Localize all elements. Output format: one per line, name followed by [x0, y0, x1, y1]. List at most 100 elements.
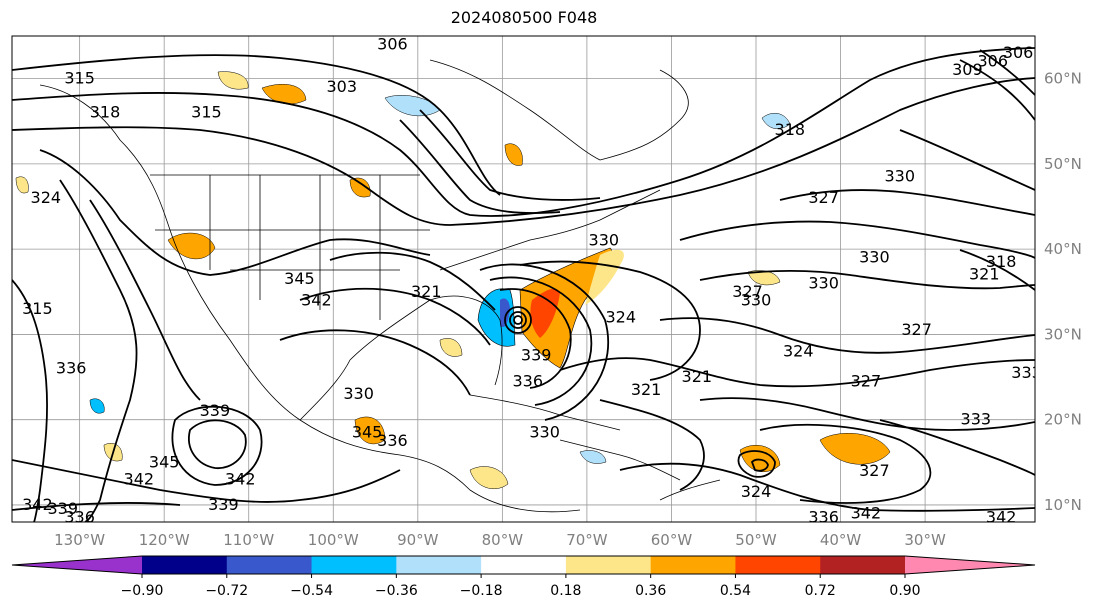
contour-label: 345: [149, 452, 180, 471]
contour-label: 342: [124, 469, 155, 488]
contour-lines: [12, 47, 1035, 522]
colorbar-tick-label: 0.36: [635, 583, 666, 599]
contour-label: 324: [605, 307, 636, 326]
contour-label: 324: [31, 188, 62, 207]
contour-label: 342: [986, 508, 1017, 527]
contour-labels: 3063033153183153243153363393453423393363…: [22, 35, 1042, 527]
contour-label: 333: [1011, 363, 1042, 382]
contour-label: 330: [741, 290, 772, 309]
positive-anomaly-patch: [15, 176, 29, 194]
lat-tick-label: 40°N: [1044, 240, 1082, 258]
positive-anomaly-patch: [469, 466, 509, 489]
positive-anomaly-patch: [349, 177, 371, 198]
contour-label: 324: [741, 482, 772, 501]
contour-label: 345: [352, 422, 383, 441]
contour-label: 330: [343, 384, 374, 403]
lon-tick-label: 130°W: [54, 531, 105, 549]
colorbar-segment: [311, 556, 397, 574]
contour-label: 330: [589, 231, 620, 250]
latitude-ticks: 60°N 50°N 40°N 30°N 20°N 10°N: [1044, 70, 1082, 514]
plot-frame: [11, 35, 1036, 523]
colorbar-tick-label: −0.72: [205, 583, 248, 599]
contour-label: 303: [326, 77, 357, 96]
lon-tick-label: 30°W: [904, 531, 946, 549]
positive-anomaly-patch: [439, 338, 463, 357]
contour-label: 330: [884, 167, 915, 186]
colorbar-tick-label: −0.54: [290, 583, 333, 599]
lon-tick-label: 110°W: [223, 531, 274, 549]
negative-anomaly-dark: [500, 298, 510, 328]
contour-label: 321: [631, 380, 662, 399]
contour-label: 339: [47, 499, 78, 518]
contour-label: 318: [90, 103, 121, 122]
contour-label: 336: [56, 359, 87, 378]
contour-label: 345: [284, 269, 315, 288]
colorbar-tick-label: −0.90: [121, 583, 164, 599]
lon-tick-label: 100°W: [308, 531, 359, 549]
contour-label: 336: [377, 431, 408, 450]
lat-tick-label: 30°N: [1044, 325, 1082, 343]
contour-label: 321: [411, 282, 442, 301]
contour-label: 327: [901, 320, 932, 339]
lon-tick-label: 60°W: [651, 531, 693, 549]
longitude-ticks: 130°W 120°W 110°W 100°W 90°W 80°W 70°W 60°W 50°W…: [54, 531, 946, 549]
colorbar-tick-label: 0.90: [889, 583, 920, 599]
positive-anomaly-rim: [585, 249, 624, 305]
positive-anomaly-red: [530, 288, 560, 338]
contour-label: 342: [225, 469, 256, 488]
colorbar: −0.90 −0.72 −0.54 −0.36 −0.18 0.18 0.36 0.54 0.7…: [11, 555, 1036, 599]
contour-label: 327: [851, 371, 882, 390]
contour-label: 315: [22, 299, 53, 318]
contour-label: 339: [200, 401, 231, 420]
negative-anomaly-patch: [761, 112, 791, 130]
lon-tick-label: 50°W: [735, 531, 777, 549]
contour-label: 330: [859, 248, 890, 267]
colorbar-segment: [396, 556, 482, 574]
contour-label: 318: [775, 120, 806, 139]
coastlines: [39, 59, 721, 513]
plot-area: 3063033153183153243153363393453423393363…: [12, 35, 1042, 527]
contour-label: 342: [301, 290, 332, 309]
colorbar-segment: [820, 556, 906, 574]
colorbar-segment: [565, 556, 652, 574]
colorbar-extend-min: [12, 556, 142, 574]
colorbar-tick-label: −0.36: [375, 583, 418, 599]
contour-label: 318: [986, 252, 1017, 271]
map-title: 2024080500 F048: [450, 8, 598, 27]
contour-label: 309: [952, 60, 983, 79]
contour-label: 339: [521, 346, 552, 365]
contour-label: 315: [64, 69, 95, 88]
contour-label: 330: [808, 273, 839, 292]
lon-tick-label: 40°W: [820, 531, 862, 549]
negative-anomaly-patch: [89, 398, 105, 414]
contour-label: 306: [377, 35, 408, 54]
colorbar-segment: [735, 556, 821, 574]
contour-label: 327: [808, 188, 839, 207]
lat-tick-label: 20°N: [1044, 411, 1082, 429]
contour-label: 336: [64, 508, 95, 527]
contour-label: 306: [1003, 43, 1034, 62]
colorbar-segment: [142, 556, 228, 574]
colorbar-tick-label: 0.72: [805, 583, 836, 599]
contour-label: 315: [191, 103, 222, 122]
contour-label: 327: [859, 461, 890, 480]
contour-label: 342: [22, 495, 53, 514]
contour-label: 327: [732, 282, 763, 301]
colorbar-tick-label: 0.18: [550, 583, 581, 599]
colorbar-tick-label: 0.54: [720, 583, 751, 599]
lon-tick-label: 120°W: [139, 531, 190, 549]
lat-tick-label: 60°N: [1044, 70, 1082, 88]
lon-tick-label: 90°W: [397, 531, 439, 549]
positive-anomaly-patch: [747, 270, 781, 286]
contour-label: 324: [783, 341, 814, 360]
contour-label: 336: [808, 508, 839, 527]
colorbar-tick-label: −0.18: [460, 583, 503, 599]
contour-label: 330: [529, 422, 560, 441]
colorbar-segment: [650, 556, 736, 574]
positive-anomaly-patch: [354, 416, 386, 445]
positive-anomaly-patch: [261, 84, 307, 105]
contour-label: 321: [682, 367, 713, 386]
colorbar-extend-max: [905, 556, 1035, 574]
anomaly-shading: [15, 71, 891, 489]
